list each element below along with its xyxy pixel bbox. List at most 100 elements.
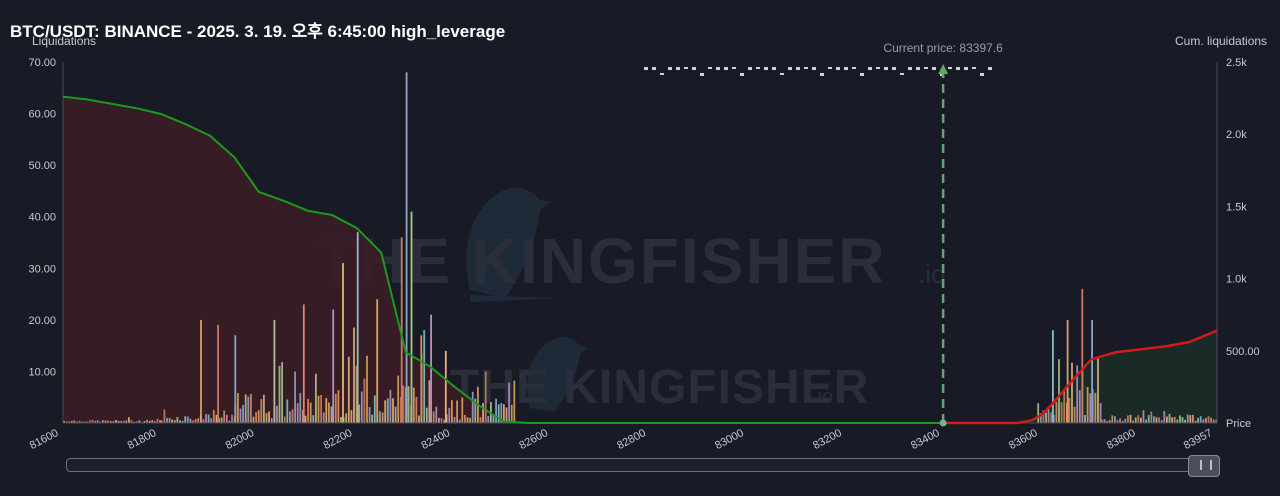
liquidation-bar-245 xyxy=(1215,419,1218,423)
liquidation-bar-217 xyxy=(1142,410,1145,423)
liquidation-bar-195 xyxy=(1086,387,1089,423)
liquidation-bar-41 xyxy=(168,417,171,423)
liquidation-spike-10 xyxy=(405,72,408,424)
liquidation-bar-6 xyxy=(78,420,81,423)
price-dot-30 xyxy=(884,67,888,70)
liquidation-spike-1 xyxy=(217,325,219,423)
liquidation-bar-29 xyxy=(138,420,141,423)
liquidation-bar-216 xyxy=(1140,417,1142,423)
current-price-label: Current price: 83397.6 xyxy=(883,41,1003,55)
liquidation-spike-4 xyxy=(302,304,305,423)
price-dot-19 xyxy=(796,67,800,70)
price-dot-18 xyxy=(788,67,792,70)
liquidation-bar-15 xyxy=(102,420,104,423)
liquidation-bar-158 xyxy=(469,417,471,423)
liquidation-bar-77 xyxy=(260,399,263,423)
liquidation-bar-25 xyxy=(128,417,130,423)
current-price-marker xyxy=(939,419,947,427)
liquidation-bar-169 xyxy=(497,404,500,423)
liquidation-bar-79 xyxy=(265,413,268,423)
liquidation-bar-87 xyxy=(286,399,289,423)
liquidation-bar-38 xyxy=(160,420,163,423)
liquidation-bar-132 xyxy=(402,385,405,423)
liquidation-bar-89 xyxy=(291,409,294,423)
liquidation-bar-55 xyxy=(205,414,207,423)
liquidation-bar-208 xyxy=(1119,418,1121,423)
right-tick-label-2: 1.5k xyxy=(1226,201,1247,213)
liquidation-spike-11 xyxy=(410,211,413,423)
liquidation-bar-234 xyxy=(1186,414,1189,423)
liquidation-bar-28 xyxy=(135,421,138,423)
liquidation-bar-56 xyxy=(207,414,210,423)
kingfisher-logo-icon-small xyxy=(526,336,588,412)
cum-left-area xyxy=(63,96,553,423)
liquidation-bar-184 xyxy=(1058,359,1060,423)
x-tick-label-8: 83200 xyxy=(811,427,844,452)
liquidation-bar-110 xyxy=(345,413,348,423)
liquidation-bar-104 xyxy=(330,406,333,423)
x-tick-label-3: 82200 xyxy=(322,427,355,452)
liquidation-bar-3 xyxy=(70,421,73,423)
liquidation-bar-165 xyxy=(487,416,490,423)
price-dot-24 xyxy=(836,67,840,70)
watermark-text-small: THE KINGFISHER xyxy=(450,361,869,414)
liquidation-bar-236 xyxy=(1192,414,1194,423)
liquidation-bar-222 xyxy=(1155,417,1158,423)
x-tick-label-6: 82800 xyxy=(615,427,648,452)
liquidation-bar-238 xyxy=(1197,418,1199,423)
liquidation-bar-233 xyxy=(1184,419,1186,423)
liquidation-bar-54 xyxy=(202,419,205,423)
liquidation-spike-13 xyxy=(430,314,432,423)
liquidation-bar-72 xyxy=(247,396,250,423)
price-dot-34 xyxy=(916,67,920,70)
liquidation-bar-113 xyxy=(353,327,355,423)
liquidation-bar-192 xyxy=(1078,390,1081,423)
liquidation-bar-17 xyxy=(107,420,109,423)
liquidation-bar-227 xyxy=(1168,413,1171,423)
liquidation-bar-10 xyxy=(89,420,91,423)
liquidation-bar-185 xyxy=(1060,402,1063,423)
price-dot-42 xyxy=(980,73,984,76)
liquidation-bar-80 xyxy=(268,411,270,423)
liquidation-bar-47 xyxy=(184,416,187,423)
liquidation-bar-244 xyxy=(1212,419,1215,423)
cum-short-line xyxy=(62,95,945,424)
liquidation-bar-50 xyxy=(192,420,194,423)
liquidation-bar-186 xyxy=(1063,389,1066,423)
liquidation-spike-3 xyxy=(273,319,276,423)
x-tick-label-7: 83000 xyxy=(713,427,746,452)
liquidation-bar-42 xyxy=(171,419,174,423)
liquidation-bar-147 xyxy=(440,418,443,423)
range-scrollbar[interactable] xyxy=(66,455,1220,477)
right-axis-title: Cum. liquidations xyxy=(1175,34,1268,48)
liquidation-spike-9 xyxy=(400,237,403,423)
x-tick-label-12: 83957 xyxy=(1182,427,1215,452)
liquidation-bar-96 xyxy=(309,402,312,423)
liquidation-spike-18 xyxy=(1091,319,1093,423)
right-tick-label-1: 2.0k xyxy=(1226,129,1247,141)
liquidation-bar-20 xyxy=(115,419,117,423)
price-dot-32 xyxy=(900,73,904,75)
liquidation-bar-172 xyxy=(505,407,508,423)
liquidation-bar-8 xyxy=(83,421,86,423)
liquidation-bar-65 xyxy=(231,414,233,423)
liquidation-bar-177 xyxy=(1039,413,1042,423)
price-dot-20 xyxy=(804,67,808,69)
liquidation-bar-141 xyxy=(425,407,428,423)
liquidation-bar-24 xyxy=(125,420,128,423)
liquidation-spike-0 xyxy=(200,319,202,423)
liquidation-bar-118 xyxy=(366,355,368,423)
range-scrollbar-handle[interactable] xyxy=(1188,455,1220,477)
liquidation-spike-17 xyxy=(1081,288,1084,423)
liquidation-bar-209 xyxy=(1121,421,1124,423)
right-tick-label-4: 500.00 xyxy=(1226,346,1260,358)
liquidation-bar-241 xyxy=(1205,417,1207,423)
liquidation-bar-88 xyxy=(289,411,291,423)
price-dots-decoration xyxy=(644,67,992,76)
price-dot-35 xyxy=(924,67,928,69)
price-dot-33 xyxy=(908,67,912,70)
liquidation-bar-46 xyxy=(181,420,184,423)
price-dot-29 xyxy=(876,67,880,69)
liquidation-bar-31 xyxy=(143,421,146,423)
